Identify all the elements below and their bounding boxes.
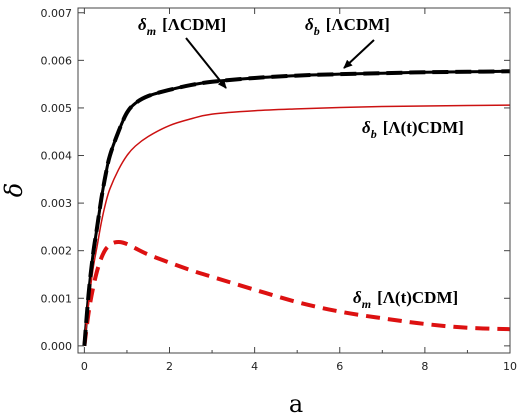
series-line-3 bbox=[82, 240, 511, 347]
x-tick-label: 10 bbox=[503, 360, 517, 373]
series-layer bbox=[82, 69, 511, 347]
plot-frame bbox=[77, 7, 511, 354]
annotation-layer: δm [ΛCDM] δb [ΛCDM] δb [Λ(t)CDM] δm [Λ(t)CDM… bbox=[138, 15, 464, 311]
y-tick-label: 0.001 bbox=[41, 292, 73, 305]
y-tick-label: 0.007 bbox=[41, 7, 73, 20]
y-tick-label: 0.004 bbox=[41, 150, 73, 163]
annotation-delta-b-ltcdm: δb [Λ(t)CDM] bbox=[362, 118, 464, 141]
x-tick-label: 8 bbox=[421, 360, 428, 373]
series-line-1 bbox=[82, 69, 511, 347]
y-axis-title: δ bbox=[0, 183, 28, 197]
y-tick-label: 0.003 bbox=[41, 197, 73, 210]
arrow-delta-m-lcdm bbox=[185, 37, 227, 89]
y-tick-label: 0.000 bbox=[41, 340, 73, 353]
annotation-delta-b-lcdm: δb [ΛCDM] bbox=[305, 15, 390, 38]
annotation-delta-m-ltcdm: δm [Λ(t)CDM] bbox=[353, 288, 458, 311]
y-tick-label: 0.006 bbox=[41, 54, 73, 67]
ticks-layer: 0 2 4 6 8 10 0.000 0.001 0.002 0.003 0.004 0.005 0.0… bbox=[41, 7, 518, 373]
y-tick-label: 0.005 bbox=[41, 102, 73, 115]
annotation-delta-m-lcdm: δm [ΛCDM] bbox=[138, 15, 226, 38]
series-line-2 bbox=[83, 104, 511, 346]
x-tick-label: 4 bbox=[251, 360, 258, 373]
y-tick-label: 0.002 bbox=[41, 245, 73, 258]
x-tick-label: 6 bbox=[336, 360, 343, 373]
arrow-delta-b-lcdm bbox=[343, 39, 375, 69]
x-tick-label: 2 bbox=[166, 360, 173, 373]
x-axis-title: a bbox=[289, 390, 303, 418]
x-tick-label: 0 bbox=[81, 360, 88, 373]
